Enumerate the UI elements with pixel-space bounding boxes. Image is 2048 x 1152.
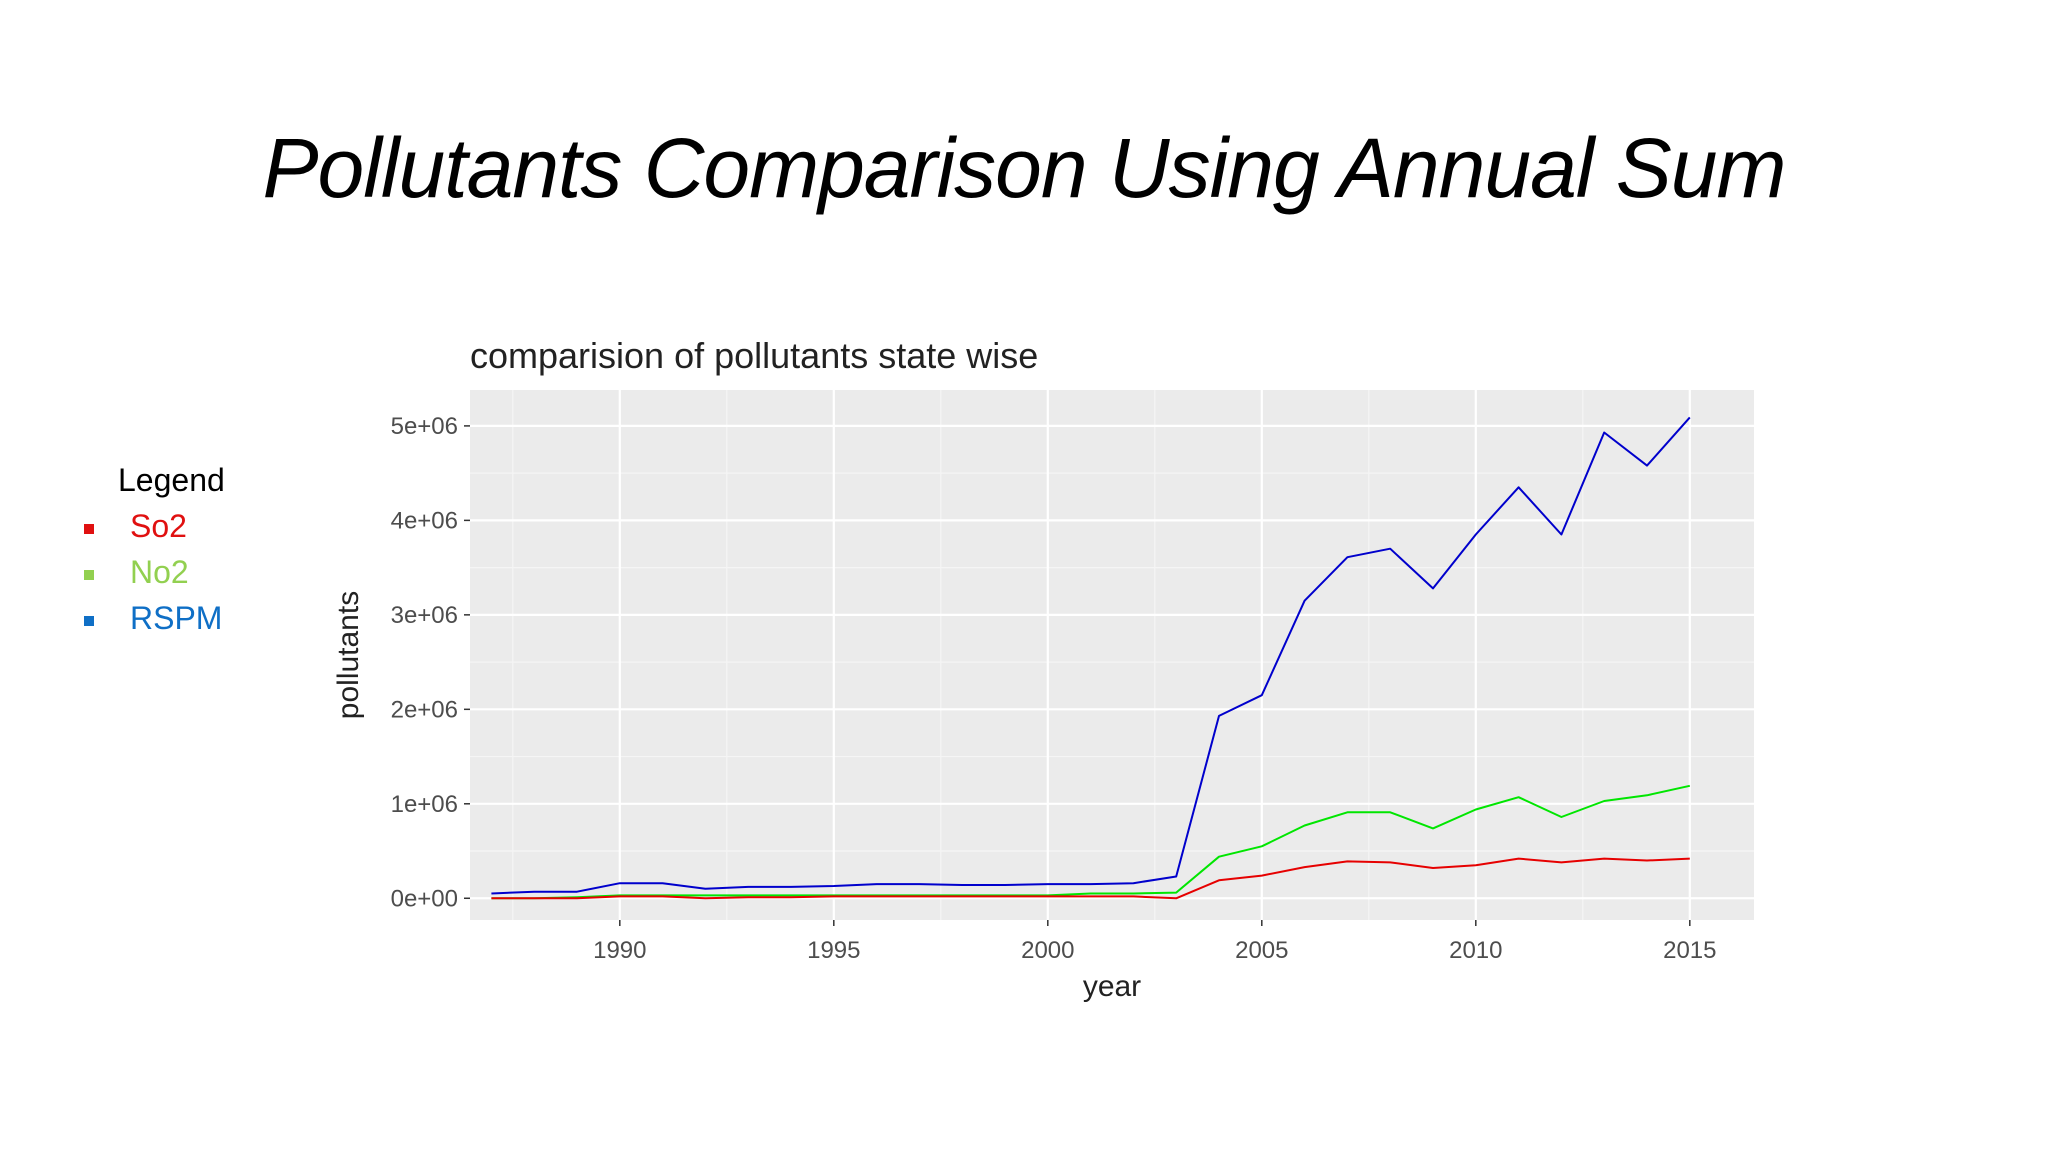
series-lines <box>491 416 1691 900</box>
y-tick-label: 5e+06 <box>391 413 458 440</box>
slide-title: Pollutants Comparison Using Annual Sum <box>262 121 1786 215</box>
series-line-0 <box>491 416 1691 895</box>
legend-label: So2 <box>130 508 187 544</box>
grid-lines <box>470 390 1754 920</box>
y-tick-label: 4e+06 <box>391 507 458 534</box>
series-line-1 <box>491 784 1691 900</box>
legend-swatch <box>84 616 94 626</box>
plot-background <box>470 390 1754 920</box>
y-axis-title: pollutants <box>332 591 365 719</box>
legend-title: Legend <box>118 462 225 498</box>
chart-title: comparision of pollutants state wise <box>470 335 1038 376</box>
legend-swatch <box>84 570 94 580</box>
series-line-2 <box>491 857 1690 900</box>
legend-label: RSPM <box>130 600 223 636</box>
y-tick-label: 1e+06 <box>391 791 458 818</box>
x-tick-label: 2005 <box>1235 937 1288 964</box>
x-axis-title: year <box>1083 970 1141 1003</box>
legend-label: No2 <box>130 554 189 590</box>
y-tick-label: 2e+06 <box>391 696 458 723</box>
y-tick-label: 0e+00 <box>391 885 458 912</box>
x-tick-label: 1995 <box>807 937 860 964</box>
legend-swatch <box>84 524 94 534</box>
x-tick-label: 2000 <box>1021 937 1074 964</box>
x-tick-label: 2015 <box>1663 937 1716 964</box>
tick-labels: 1990 1995 2000 2005 2010 2015 0e+00 1e+06 2e+06 3… <box>391 413 1717 964</box>
y-tick-label: 3e+06 <box>391 602 458 629</box>
x-tick-label: 2010 <box>1449 937 1502 964</box>
x-tick-label: 1990 <box>593 937 646 964</box>
